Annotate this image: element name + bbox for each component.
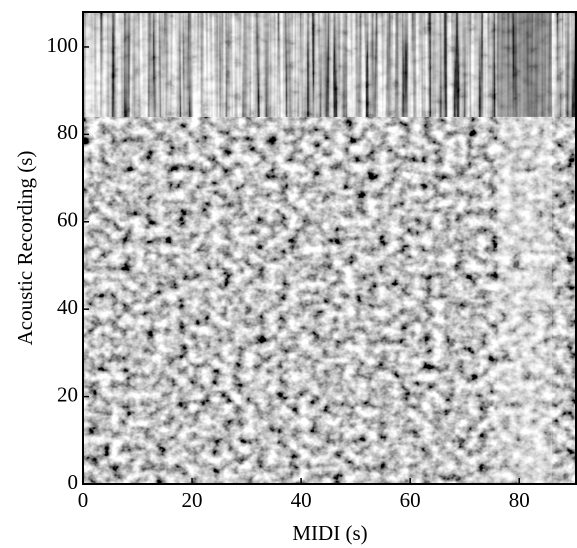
x-tick-label: 0 [78,488,89,512]
y-tick-label: 80 [57,120,78,144]
x-tick-label: 80 [509,488,530,512]
x-tick-label: 60 [400,488,421,512]
y-tick-label: 40 [57,295,78,319]
y-tick-label: 0 [68,470,79,494]
axes: 0 20 40 60 80 0 20 40 60 80 100 [47,11,577,512]
x-tick-label: 40 [291,488,312,512]
x-tick-label: 20 [182,488,203,512]
y-tick-label: 20 [57,382,78,406]
plot-area [83,12,577,484]
heatmap-band [497,116,552,484]
plot-frame [82,11,577,485]
y-tick-label: 60 [57,208,78,232]
heatmap-band [83,12,577,117]
y-tick-label: 100 [47,33,79,57]
heatmap-band [497,12,552,117]
x-axis-label: MIDI (s) [292,521,367,545]
y-axis-label: Acoustic Recording (s) [13,151,37,346]
